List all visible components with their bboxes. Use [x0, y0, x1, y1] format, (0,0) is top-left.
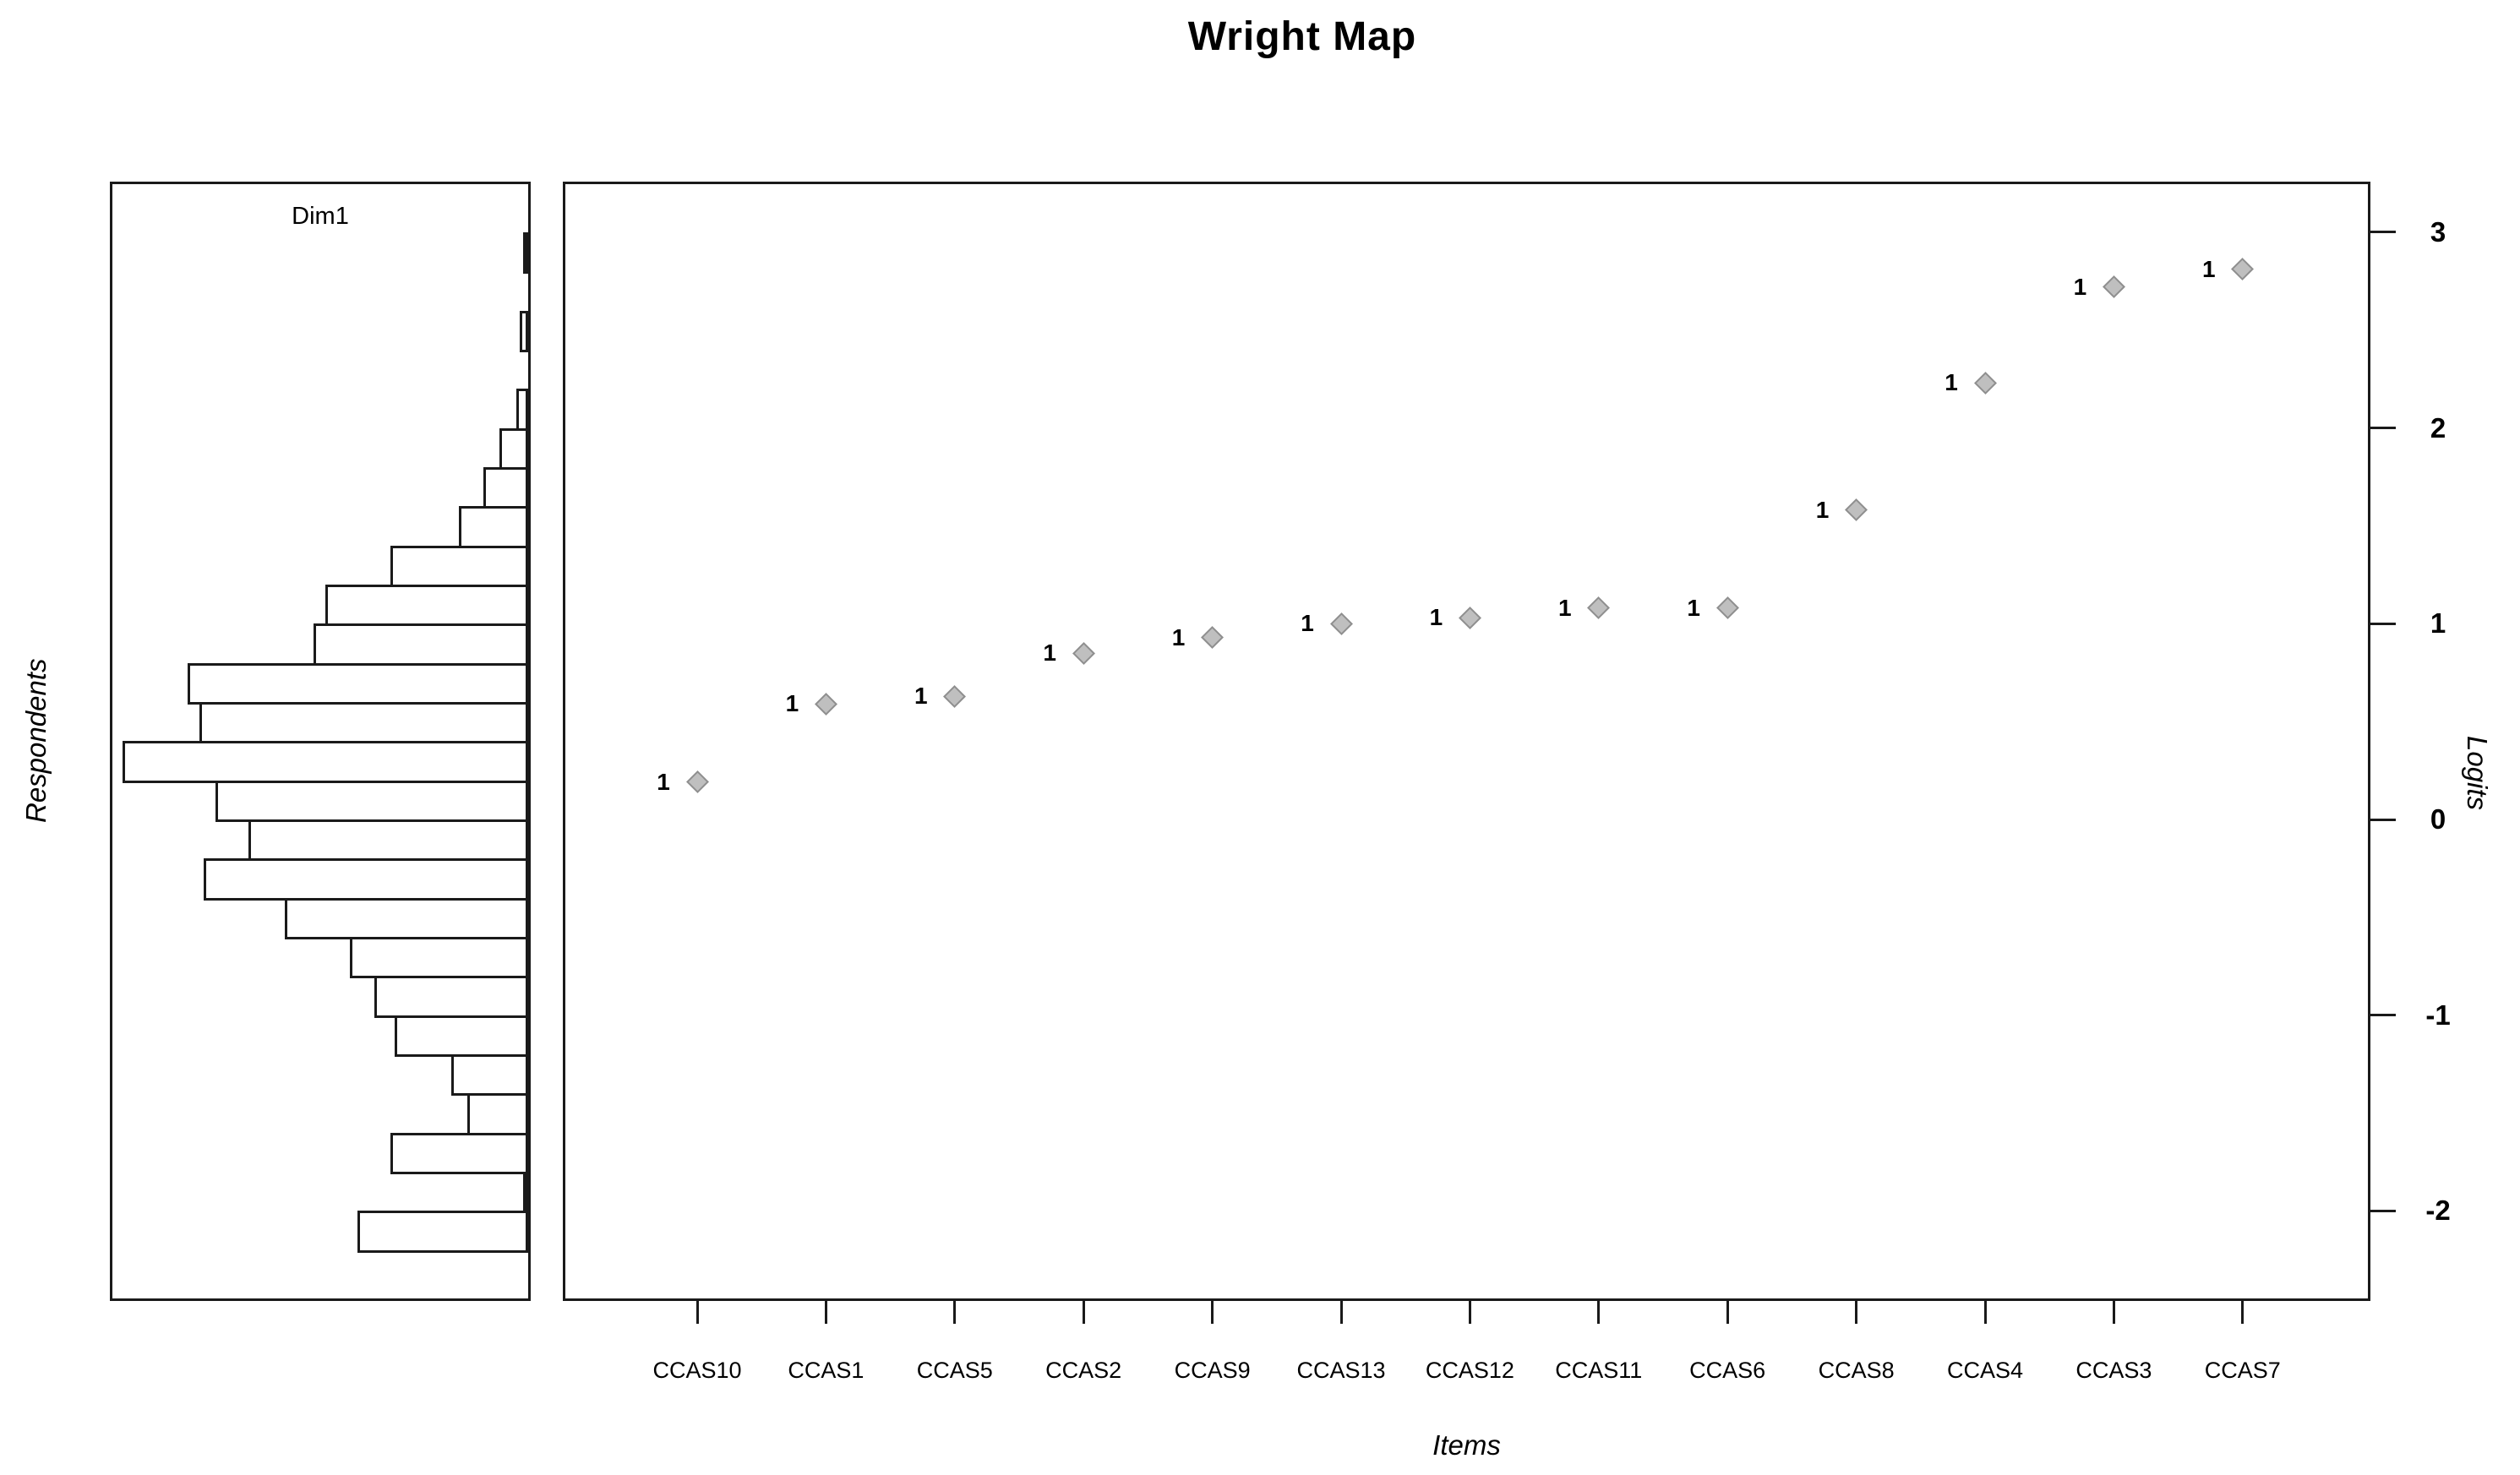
point-label: 1	[1558, 594, 1572, 621]
item-diamond-marker	[814, 692, 837, 716]
histogram-bar	[325, 585, 528, 627]
items-axis-label: Items	[1432, 1429, 1501, 1461]
item-diamond-marker	[2102, 275, 2125, 299]
histogram-bar	[523, 231, 528, 275]
histogram-bar	[248, 819, 528, 862]
item-diamond-marker	[943, 684, 967, 708]
item-diamond-marker	[1072, 641, 1095, 665]
item-diamond-marker	[685, 770, 709, 794]
point-label: 1	[1687, 594, 1700, 621]
histogram-bar	[215, 780, 528, 822]
y-axis-tick	[2368, 231, 2396, 234]
histogram-bar	[520, 310, 528, 352]
point-label: 1	[2073, 273, 2087, 300]
item-label: CCAS13	[1296, 1358, 1386, 1383]
point-label: 1	[1043, 640, 1056, 667]
x-axis-tick	[2112, 1298, 2115, 1324]
items-scatter-panel: 1 1 1 1 1 1 1 1 1 1 1 1 1 3 2 1 0 -1 -2 CCAS10 CCAS1 CCAS5 C…	[563, 182, 2451, 1383]
histogram-bar	[313, 623, 528, 666]
y-axis-tick	[2368, 622, 2396, 625]
item-label: CCAS7	[2204, 1358, 2281, 1383]
histogram-bar	[450, 1054, 528, 1097]
dimension-header: Dim1	[292, 203, 349, 230]
respondents-histogram-panel: Dim1	[110, 182, 531, 1301]
item-diamond-marker	[1715, 596, 1739, 620]
item-label: CCAS10	[652, 1358, 742, 1383]
item-label: CCAS6	[1689, 1358, 1766, 1383]
histogram-bar	[187, 662, 528, 705]
histogram-bar	[483, 466, 528, 509]
histogram-bar	[459, 506, 528, 548]
item-diamond-marker	[2231, 258, 2255, 281]
item-diamond-marker	[1329, 612, 1353, 635]
point-label: 1	[657, 768, 670, 795]
item-label: CCAS3	[2075, 1358, 2152, 1383]
respondents-axis-label: Respondents	[20, 658, 52, 824]
histogram-bar	[515, 389, 528, 431]
x-axis-tick	[1726, 1298, 1729, 1324]
x-axis-tick	[824, 1298, 827, 1324]
x-axis-tick	[1855, 1298, 1858, 1324]
point-label: 1	[1429, 604, 1443, 631]
histogram-bar	[390, 1132, 528, 1174]
item-label: CCAS2	[1045, 1358, 1122, 1383]
histogram-bar	[123, 741, 528, 783]
y-axis-tick	[2368, 818, 2396, 821]
item-diamond-marker	[1973, 371, 1997, 395]
logit-tick-label: 1	[2430, 607, 2446, 640]
histogram-bar	[390, 545, 528, 587]
histogram-bar	[523, 1172, 528, 1214]
item-diamond-marker	[1458, 606, 1481, 629]
logits-axis-label: Logits	[2462, 735, 2493, 811]
item-label: CCAS8	[1818, 1358, 1895, 1383]
x-axis-tick	[1983, 1298, 1987, 1324]
y-axis-tick	[2368, 427, 2396, 430]
y-axis-tick	[2368, 1014, 2396, 1017]
histogram-bar	[374, 976, 528, 1018]
y-axis-tick	[2368, 1209, 2396, 1212]
histogram-bar	[199, 702, 528, 744]
point-label: 1	[1945, 369, 1958, 396]
item-label: CCAS11	[1555, 1358, 1643, 1383]
histogram-bar	[357, 1211, 528, 1253]
logit-tick-label: -2	[2425, 1195, 2451, 1227]
x-axis-tick	[953, 1298, 957, 1324]
logit-tick-label: 0	[2430, 803, 2446, 835]
x-axis-tick	[1339, 1298, 1343, 1324]
point-label: 1	[1815, 496, 1830, 523]
item-label: CCAS4	[1946, 1358, 2024, 1383]
x-axis-tick	[1082, 1298, 1085, 1324]
histogram-bar	[204, 858, 528, 901]
point-label: 1	[1301, 610, 1314, 637]
x-axis-tick	[1597, 1298, 1601, 1324]
point-label: 1	[2202, 255, 2216, 282]
item-diamond-marker	[1201, 626, 1225, 649]
x-axis-tick	[695, 1298, 699, 1324]
item-label: CCAS12	[1425, 1358, 1514, 1383]
point-label: 1	[1171, 623, 1186, 650]
logit-tick-label: 3	[2430, 215, 2446, 248]
x-axis-tick	[1468, 1298, 1471, 1324]
x-axis-tick	[1211, 1298, 1214, 1324]
item-label: CCAS1	[788, 1358, 865, 1383]
point-label: 1	[785, 690, 799, 717]
chart-title: Wright Map	[1187, 14, 1417, 59]
logit-tick-label: -1	[2425, 999, 2451, 1031]
x-axis-tick	[2241, 1298, 2245, 1324]
item-diamond-marker	[1845, 498, 1868, 522]
histogram-bar	[467, 1093, 528, 1135]
item-diamond-marker	[1587, 596, 1611, 620]
item-label: CCAS9	[1174, 1358, 1251, 1383]
histogram-bar	[394, 1015, 528, 1057]
point-label: 1	[914, 683, 928, 710]
histogram-bar	[499, 427, 528, 470]
item-label: CCAS5	[916, 1358, 993, 1383]
histogram-bar	[349, 937, 528, 979]
histogram-bar	[285, 897, 528, 939]
logit-tick-label: 2	[2430, 411, 2446, 444]
